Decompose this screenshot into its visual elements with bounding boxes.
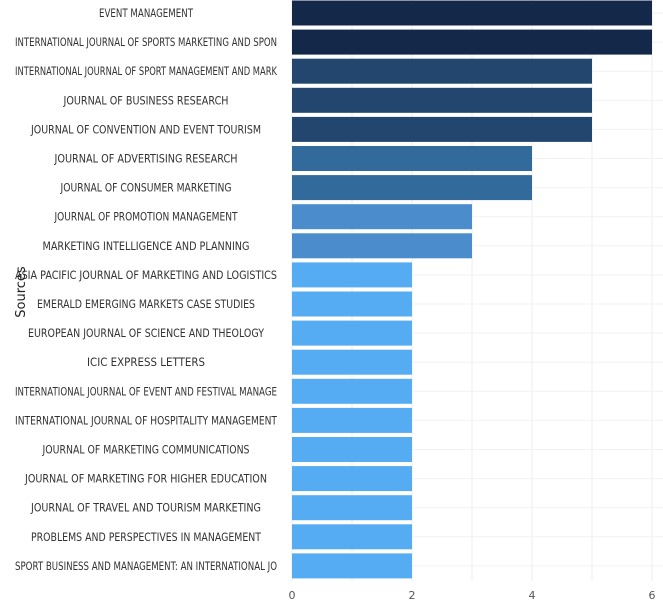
- x-tick-labels: 0 2 4 6: [289, 589, 656, 602]
- category-label: ICIC EXPRESS LETTERS: [87, 355, 205, 369]
- category-label: INTERNATIONAL JOURNAL OF SPORT MANAGEMEN…: [15, 64, 277, 78]
- bar: [292, 495, 412, 521]
- category-label: PROBLEMS AND PERSPECTIVES IN MANAGEMENT: [31, 530, 262, 544]
- bar: [292, 29, 652, 55]
- y-axis-title: Sources: [14, 266, 29, 318]
- bar: [292, 146, 532, 171]
- bar: [292, 116, 592, 142]
- category-label: JOURNAL OF CONSUMER MARKETING: [60, 181, 232, 195]
- bar: [292, 320, 412, 346]
- bar: [292, 291, 412, 317]
- category-label: EUROPEAN JOURNAL OF SCIENCE AND THEOLOGY: [28, 326, 265, 340]
- category-label: JOURNAL OF BUSINESS RESEARCH: [63, 93, 229, 107]
- category-label: EMERALD EMERGING MARKETS CASE STUDIES: [37, 297, 255, 311]
- x-tick-label: 0: [289, 589, 296, 602]
- bar: [292, 262, 412, 288]
- gridlines: [291, 0, 663, 581]
- category-label: INTERNATIONAL JOURNAL OF HOSPITALITY MAN…: [15, 413, 278, 427]
- bar: [292, 58, 592, 84]
- category-label: INTERNATIONAL JOURNAL OF SPORTS MARKETIN…: [15, 35, 277, 49]
- category-label: JOURNAL OF MARKETING FOR HIGHER EDUCATIO…: [24, 472, 267, 486]
- x-tick-label: 2: [409, 589, 416, 602]
- category-label: JOURNAL OF MARKETING COMMUNICATIONS: [42, 443, 250, 457]
- category-label: ASIA PACIFIC JOURNAL OF MARKETING AND LO…: [15, 268, 277, 282]
- bars: [292, 0, 652, 579]
- category-label: JOURNAL OF PROMOTION MANAGEMENT: [54, 210, 239, 224]
- category-label: SPORT BUSINESS AND MANAGEMENT: AN INTERN…: [15, 559, 277, 573]
- category-label: JOURNAL OF ADVERTISING RESEARCH: [54, 152, 238, 166]
- x-tick-label: 4: [529, 589, 536, 602]
- bar: [292, 0, 652, 26]
- category-label: JOURNAL OF CONVENTION AND EVENT TOURISM: [30, 122, 261, 136]
- bar: [292, 349, 412, 375]
- category-label: JOURNAL OF TRAVEL AND TOURISM MARKETING: [30, 501, 261, 515]
- bar: [292, 175, 532, 201]
- bar: [292, 407, 412, 433]
- bar: [292, 378, 412, 404]
- bar: [292, 233, 472, 259]
- category-label: INTERNATIONAL JOURNAL OF EVENT AND FESTI…: [15, 384, 277, 398]
- bar: [292, 87, 592, 113]
- bar: [292, 437, 412, 462]
- bar: [292, 466, 412, 492]
- category-labels: EVENT MANAGEMENT INTERNATIONAL JOURNAL OF…: [15, 6, 278, 573]
- bar: [292, 204, 472, 230]
- category-label: MARKETING INTELLIGENCE AND PLANNING: [43, 239, 250, 253]
- x-tick-label: 6: [649, 589, 656, 602]
- bar: [292, 553, 412, 579]
- category-label: EVENT MANAGEMENT: [99, 6, 194, 20]
- bar: [292, 524, 412, 550]
